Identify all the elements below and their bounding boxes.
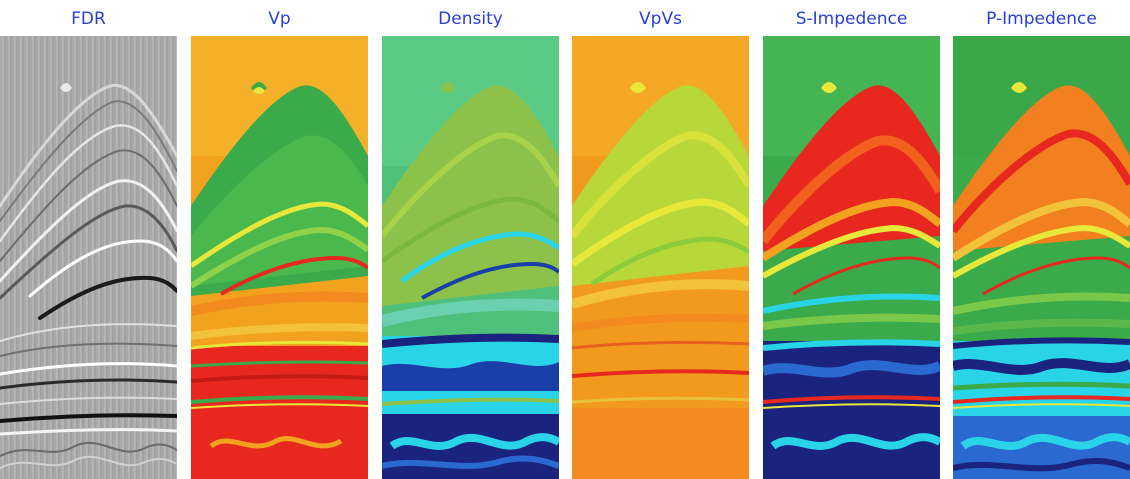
- panel-title: S-Impedence: [795, 9, 908, 29]
- seismic-image-p-impedence: [953, 36, 1130, 479]
- panel-title: Density: [438, 9, 503, 29]
- seismic-image-vpvs: [572, 36, 749, 479]
- panel-title: FDR: [71, 9, 106, 29]
- seismic-image-fdr: [0, 36, 177, 479]
- panel-p-impedence: P-Impedence: [953, 0, 1130, 479]
- panel-title: P-Impedence: [986, 9, 1097, 29]
- panel-s-impedence: S-Impedence: [763, 0, 940, 479]
- panel-title: VpVs: [639, 9, 682, 29]
- panel-vpvs: VpVs: [572, 0, 749, 479]
- seismic-image-s-impedence: [763, 36, 940, 479]
- panel-fdr: FDR: [0, 0, 177, 479]
- panel-title: Vp: [268, 9, 291, 29]
- panel-density: Density: [382, 0, 559, 479]
- panel-vp: Vp: [191, 0, 368, 479]
- seismic-image-vp: [191, 36, 368, 479]
- seismic-image-density: [382, 36, 559, 479]
